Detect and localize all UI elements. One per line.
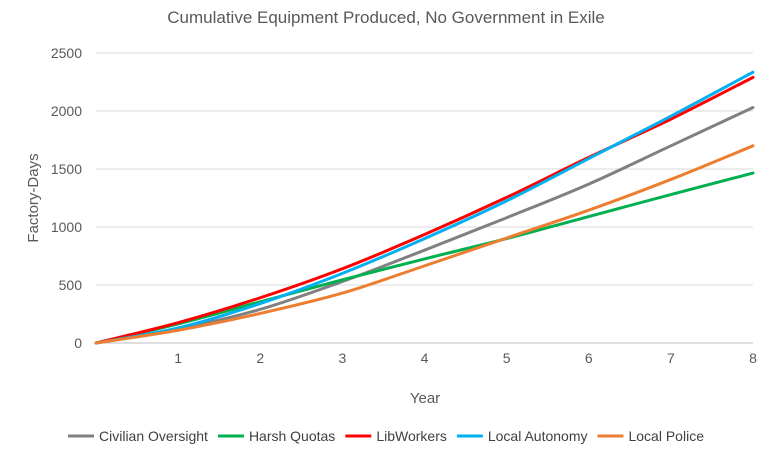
series-line-civilian-oversight — [94, 106, 755, 345]
legend-item-civilian-oversight: Civilian Oversight — [68, 428, 208, 444]
legend-item-libworkers: LibWorkers — [345, 428, 447, 444]
y-tick-label: 2500 — [51, 45, 82, 61]
x-tick-label: 7 — [667, 350, 675, 366]
x-tick-label: 2 — [256, 350, 264, 366]
series-line-local-police — [94, 144, 755, 345]
legend-label: Civilian Oversight — [99, 428, 208, 444]
series-line-harsh-quotas — [94, 171, 755, 345]
gridlines — [96, 52, 753, 286]
x-tick-label: 1 — [174, 350, 182, 366]
legend-label: Local Police — [628, 428, 704, 444]
x-tick-label: 3 — [338, 350, 346, 366]
axes: 0 500 1000 1500 2000 2500 1 2 3 4 5 6 7 8 — [51, 45, 757, 366]
x-tick-label: 6 — [585, 350, 593, 366]
y-tick-label: 0 — [74, 335, 82, 351]
series-line-libworkers — [94, 75, 755, 345]
y-tick-label: 1500 — [51, 161, 82, 177]
x-axis-label: Year — [410, 390, 440, 407]
x-tick-label: 4 — [421, 350, 429, 366]
y-tick-label: 1000 — [51, 219, 82, 235]
legend-item-harsh-quotas: Harsh Quotas — [217, 428, 335, 444]
legend-label: LibWorkers — [376, 428, 447, 444]
y-tick-label: 500 — [59, 277, 83, 293]
x-tick-label: 8 — [749, 350, 757, 366]
legend-label: Harsh Quotas — [249, 428, 335, 444]
x-tick-label: 5 — [503, 350, 511, 366]
legend-label: Local Autonomy — [488, 428, 588, 444]
y-axis-label: Factory-Days — [25, 153, 42, 242]
legend-item-local-police: Local Police — [597, 428, 704, 444]
series-lines — [94, 70, 755, 345]
legend-item-local-autonomy: Local Autonomy — [456, 428, 588, 444]
legend: Civilian Oversight Harsh Quotas LibWorkers… — [68, 428, 704, 444]
y-tick-label: 2000 — [51, 103, 82, 119]
chart-title: Cumulative Equipment Produced, No Govern… — [167, 8, 605, 27]
series-line-local-autonomy — [94, 70, 755, 345]
